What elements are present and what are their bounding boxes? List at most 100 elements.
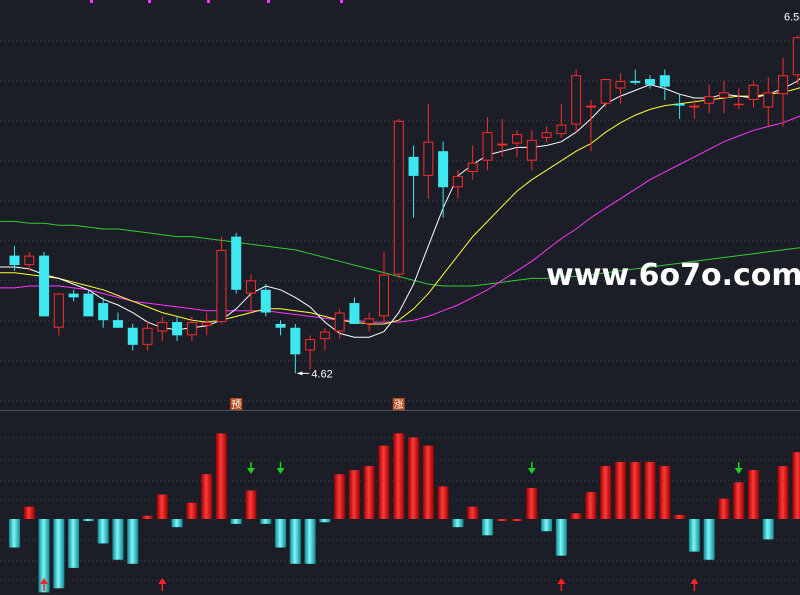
candle [290, 323, 301, 374]
top-tick-mark [267, 0, 270, 3]
candle-body [497, 143, 508, 146]
event-markers: 预涨 [230, 398, 405, 411]
candle [645, 75, 656, 89]
candle [630, 69, 641, 85]
top-tick-mark [340, 0, 343, 3]
indicator-bar [422, 445, 434, 519]
candle-body [83, 293, 94, 317]
sell-arrow-head [276, 468, 285, 474]
indicator-bar [23, 506, 35, 519]
candle-body [393, 120, 404, 275]
candle-body [290, 327, 301, 355]
ma5-line [0, 77, 800, 338]
candle [452, 170, 463, 199]
ma20-line [0, 115, 800, 323]
indicator-bar [467, 506, 479, 519]
candle-body [260, 289, 271, 313]
indicator-bar [600, 466, 612, 519]
candle-body [98, 303, 109, 321]
top-tick-marks [90, 0, 343, 3]
candle [53, 293, 64, 336]
candle-body [467, 162, 478, 173]
indicator-bar [688, 519, 700, 552]
candle [349, 297, 360, 324]
indicator-bar [570, 513, 582, 519]
candle [305, 335, 316, 370]
indicator-bar [703, 519, 715, 560]
indicator-bar [156, 494, 168, 519]
indicator-bar [718, 498, 730, 519]
candle [778, 58, 789, 127]
candle-body [585, 105, 596, 108]
indicator-bar [748, 470, 759, 519]
candle [364, 312, 375, 332]
candle [556, 103, 567, 138]
indicator-bar [97, 519, 109, 544]
candle-body [423, 141, 434, 176]
candle-body [408, 156, 419, 176]
candle-body [689, 105, 700, 108]
candle-body [526, 139, 537, 161]
event-marker-box [230, 398, 243, 410]
candle [379, 251, 389, 323]
indicator-bar [245, 490, 257, 519]
candle [526, 130, 537, 171]
indicator-bar [437, 486, 449, 519]
candle-body [733, 103, 744, 106]
indicator-bar [127, 519, 139, 564]
indicator-bar [289, 519, 301, 564]
indicator-bar [511, 519, 523, 521]
event-marker-label: 涨 [394, 399, 404, 411]
candle [408, 145, 419, 218]
candle-body [364, 318, 375, 324]
indicator-bar [541, 519, 553, 532]
candle-body [452, 175, 463, 188]
top-tick-mark [90, 0, 93, 3]
candlesticks [9, 35, 800, 374]
candle-body [704, 96, 715, 104]
price-annotations: 6.58 4.62 [297, 12, 800, 380]
candle-body [24, 255, 35, 266]
sell-arrow-head [246, 468, 255, 474]
candle [201, 312, 212, 336]
sell-arrow-head [527, 468, 536, 474]
indicator-bar [304, 519, 316, 564]
candle-body [482, 132, 493, 161]
candle-body [674, 103, 685, 106]
candle [497, 118, 508, 157]
indicator-bar [38, 519, 50, 593]
indicator-bar [348, 470, 360, 519]
buy-arrow-head [40, 578, 49, 584]
indicator-bar [792, 452, 800, 519]
candle [689, 99, 700, 119]
indicator-bar [526, 488, 538, 519]
watermark-text: www.6o7o.com [546, 258, 800, 293]
candle-body [512, 134, 523, 144]
indicator-bar [142, 515, 154, 519]
candle [482, 117, 493, 171]
buy-arrow-head [690, 578, 699, 584]
candle-body [556, 124, 567, 135]
candle-body [127, 327, 138, 345]
candle [98, 297, 109, 328]
candle [68, 289, 79, 302]
candle [245, 274, 256, 313]
candle [423, 103, 434, 199]
candle-body [630, 80, 641, 83]
moving-average-lines [0, 77, 800, 338]
candle [112, 312, 123, 328]
candle [659, 69, 670, 100]
candle-body [245, 280, 256, 294]
candle-body [172, 322, 183, 336]
candle [319, 327, 330, 351]
candle [157, 316, 168, 342]
event-marker-box [392, 398, 405, 410]
candle [172, 316, 183, 342]
indicator-bar [555, 519, 567, 556]
candle-body [231, 236, 242, 290]
indicator-bar [53, 519, 65, 589]
indicator-bar [777, 466, 789, 519]
candle-body [659, 75, 670, 87]
indicator-bar [674, 514, 686, 519]
